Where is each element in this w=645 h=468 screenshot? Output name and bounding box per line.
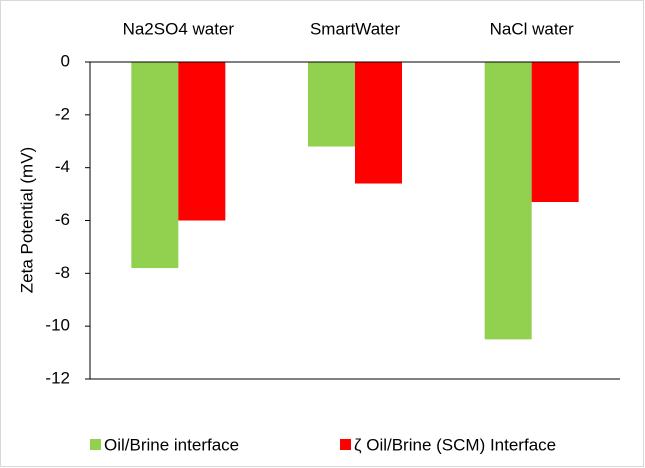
y-tick-label: -8: [55, 263, 70, 282]
bar: [131, 62, 179, 269]
legend-label: ζ Oil/Brine (SCM) Interface: [354, 435, 556, 454]
bar: [308, 62, 355, 147]
y-tick-label: 0: [61, 51, 70, 70]
bar: [484, 62, 532, 340]
legend-swatch: [90, 439, 101, 450]
y-tick-label: -2: [55, 104, 70, 123]
x-tick-label: Na2SO4 water: [123, 19, 235, 38]
bar: [178, 62, 226, 221]
bar: [531, 62, 579, 203]
y-tick-label: -6: [55, 210, 70, 229]
y-tick-label: -12: [45, 368, 70, 387]
legend-swatch: [340, 439, 351, 450]
y-tick-label: -4: [55, 157, 70, 176]
x-tick-label: NaCl water: [490, 19, 574, 38]
x-tick-label: SmartWater: [310, 19, 400, 38]
bar: [355, 62, 402, 184]
y-axis-title: Zeta Potential (mV): [17, 147, 36, 293]
y-tick-label: -10: [45, 316, 70, 335]
legend-label: Oil/Brine interface: [104, 435, 239, 454]
